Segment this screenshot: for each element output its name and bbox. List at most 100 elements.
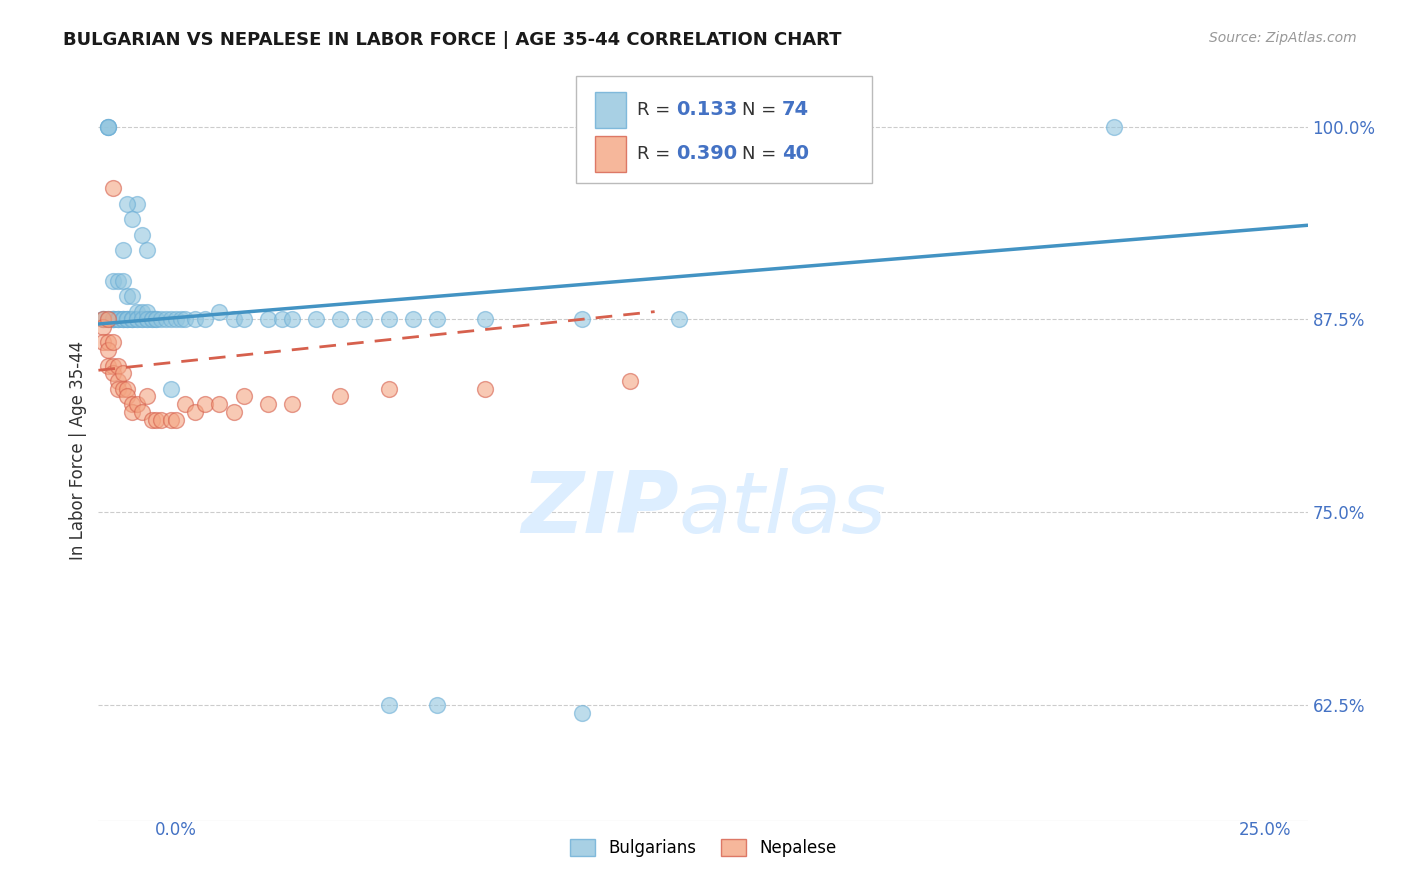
Point <box>101 274 124 288</box>
Point <box>668 312 690 326</box>
Point <box>165 412 187 426</box>
Point <box>97 359 120 373</box>
Y-axis label: In Labor Force | Age 35-44: In Labor Force | Age 35-44 <box>69 341 87 560</box>
Point <box>91 312 114 326</box>
Point <box>619 374 641 388</box>
Point <box>426 312 449 326</box>
Point <box>127 312 149 326</box>
Point <box>135 243 157 257</box>
Point <box>571 312 593 326</box>
Point <box>107 312 129 326</box>
Point <box>101 359 124 373</box>
Point <box>131 312 153 326</box>
Point <box>150 412 173 426</box>
Point <box>101 312 124 326</box>
Text: 0.390: 0.390 <box>676 145 737 163</box>
Point <box>117 389 139 403</box>
Point <box>329 389 352 403</box>
Point <box>131 304 153 318</box>
Point <box>121 397 143 411</box>
Point <box>160 312 183 326</box>
Point <box>426 698 449 712</box>
Point <box>121 312 143 326</box>
Point <box>131 227 153 242</box>
Point <box>145 312 167 326</box>
Point <box>402 312 425 326</box>
Point <box>101 312 124 326</box>
Text: atlas: atlas <box>679 468 887 551</box>
Point <box>184 312 207 326</box>
Point <box>107 312 129 326</box>
Point <box>121 312 143 326</box>
Point <box>145 412 167 426</box>
Point <box>91 312 114 326</box>
Point <box>97 120 120 134</box>
Point <box>169 312 191 326</box>
Text: R =: R = <box>637 145 676 163</box>
Point <box>127 196 149 211</box>
Point <box>474 312 496 326</box>
Point <box>121 289 143 303</box>
Point <box>101 181 124 195</box>
Point <box>97 343 120 358</box>
Point <box>117 196 139 211</box>
Point <box>97 120 120 134</box>
Text: Source: ZipAtlas.com: Source: ZipAtlas.com <box>1209 31 1357 45</box>
Point <box>377 312 399 326</box>
Text: BULGARIAN VS NEPALESE IN LABOR FORCE | AGE 35-44 CORRELATION CHART: BULGARIAN VS NEPALESE IN LABOR FORCE | A… <box>63 31 842 49</box>
Point <box>117 382 139 396</box>
Point <box>101 367 124 381</box>
Point <box>135 312 157 326</box>
Point <box>91 335 114 350</box>
Point <box>141 412 163 426</box>
Point <box>111 312 134 326</box>
Point <box>131 312 153 326</box>
Point <box>232 389 254 403</box>
Point <box>194 312 217 326</box>
Point <box>184 405 207 419</box>
Point <box>135 304 157 318</box>
Point <box>208 304 231 318</box>
Point <box>97 312 120 326</box>
Text: N =: N = <box>742 145 782 163</box>
Point <box>127 312 149 326</box>
Point <box>101 312 124 326</box>
Point <box>256 312 278 326</box>
Point <box>145 312 167 326</box>
Point <box>353 312 375 326</box>
Point <box>117 312 139 326</box>
Point <box>111 367 134 381</box>
Point <box>121 212 143 227</box>
Point <box>97 335 120 350</box>
Point <box>141 312 163 326</box>
Point <box>111 274 134 288</box>
Point <box>155 312 177 326</box>
Point <box>117 312 139 326</box>
Text: 0.0%: 0.0% <box>155 821 197 838</box>
Legend: Bulgarians, Nepalese: Bulgarians, Nepalese <box>562 832 844 864</box>
Point <box>111 382 134 396</box>
Point <box>329 312 352 326</box>
Point <box>377 382 399 396</box>
Point <box>571 706 593 720</box>
Point <box>256 397 278 411</box>
Point <box>474 382 496 396</box>
Point <box>107 374 129 388</box>
Point <box>111 243 134 257</box>
Point <box>117 312 139 326</box>
Point <box>91 312 114 326</box>
Point <box>222 312 245 326</box>
Point <box>91 320 114 334</box>
Text: 0.133: 0.133 <box>676 100 738 120</box>
Point <box>107 382 129 396</box>
Point <box>141 312 163 326</box>
Point <box>281 397 304 411</box>
Point <box>165 312 187 326</box>
Point <box>135 312 157 326</box>
Point <box>281 312 304 326</box>
Point <box>131 405 153 419</box>
Text: 40: 40 <box>782 145 808 163</box>
Text: R =: R = <box>637 101 676 119</box>
Point <box>160 412 183 426</box>
Point <box>135 389 157 403</box>
